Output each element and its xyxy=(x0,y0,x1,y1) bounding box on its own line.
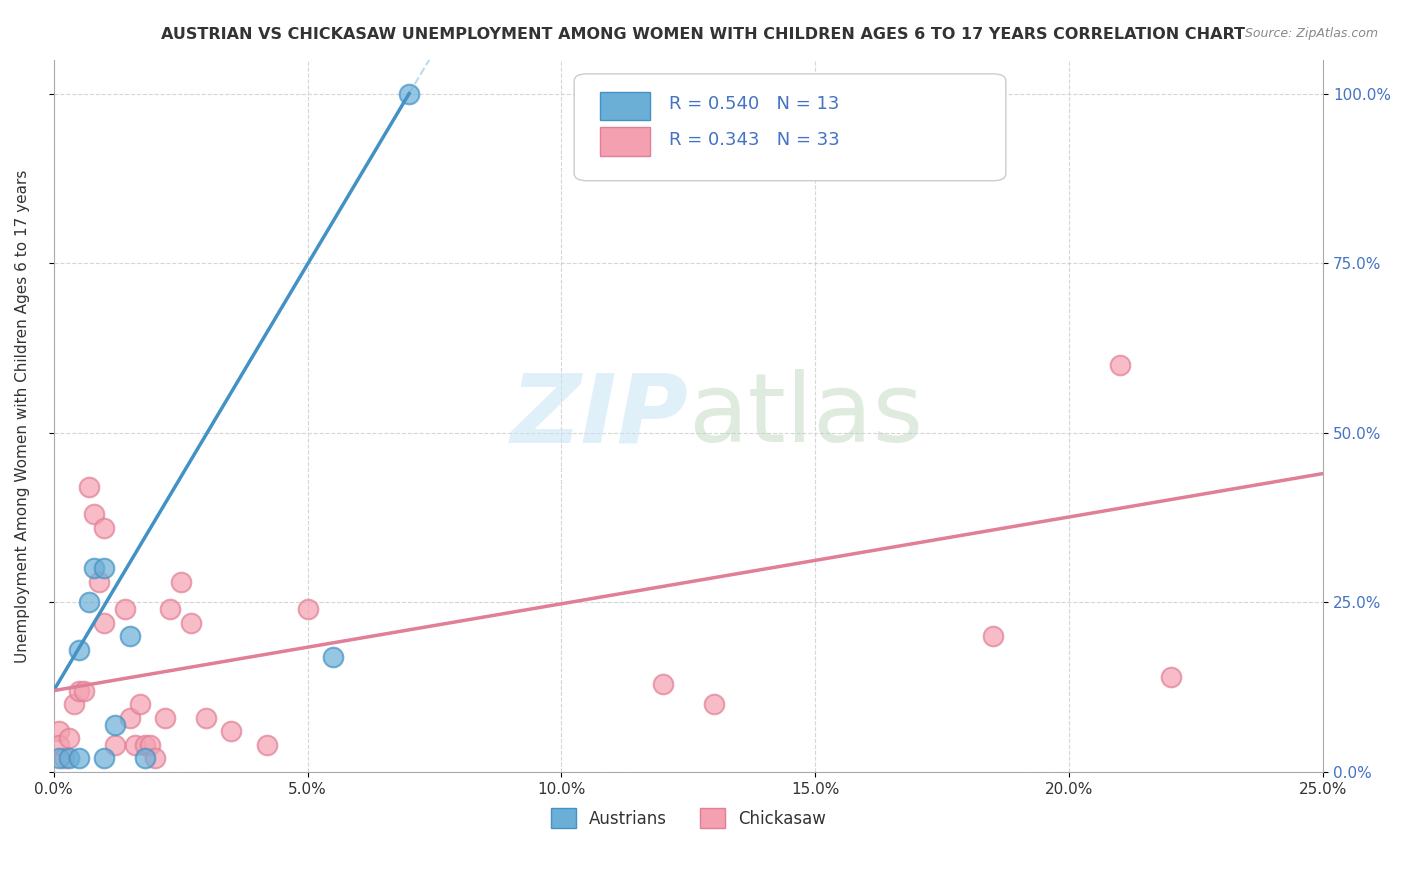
Point xyxy=(83,561,105,575)
Point xyxy=(77,480,100,494)
Text: atlas: atlas xyxy=(689,369,924,462)
Point xyxy=(180,615,202,630)
Point xyxy=(93,751,115,765)
Point xyxy=(67,683,90,698)
Point xyxy=(194,711,217,725)
Text: ZIP: ZIP xyxy=(510,369,689,462)
Bar xyxy=(599,128,651,156)
Point xyxy=(93,561,115,575)
Point xyxy=(221,724,243,739)
Point xyxy=(103,738,125,752)
Point xyxy=(83,507,105,521)
Point xyxy=(256,738,278,752)
Legend: Austrians, Chickasaw: Austrians, Chickasaw xyxy=(544,801,832,835)
Point xyxy=(169,575,191,590)
Point xyxy=(398,87,420,101)
Point xyxy=(134,738,156,752)
Text: R = 0.540   N = 13: R = 0.540 N = 13 xyxy=(669,95,839,113)
Point xyxy=(118,711,141,725)
Point xyxy=(118,629,141,643)
Point xyxy=(129,697,152,711)
Point xyxy=(52,751,75,765)
Point xyxy=(1109,358,1132,372)
Point xyxy=(155,711,177,725)
Point xyxy=(89,575,111,590)
Point xyxy=(48,724,70,739)
Point xyxy=(322,649,344,664)
Point xyxy=(143,751,166,765)
Text: R = 0.343   N = 33: R = 0.343 N = 33 xyxy=(669,131,841,149)
Point xyxy=(114,602,136,616)
Point xyxy=(159,602,181,616)
Point xyxy=(134,751,156,765)
Point xyxy=(48,751,70,765)
Point xyxy=(1160,670,1182,684)
Point xyxy=(67,751,90,765)
Point xyxy=(124,738,146,752)
Point xyxy=(58,731,80,745)
Point xyxy=(139,738,162,752)
Text: AUSTRIAN VS CHICKASAW UNEMPLOYMENT AMONG WOMEN WITH CHILDREN AGES 6 TO 17 YEARS : AUSTRIAN VS CHICKASAW UNEMPLOYMENT AMONG… xyxy=(162,27,1244,42)
Point xyxy=(103,717,125,731)
Point xyxy=(652,677,675,691)
Point xyxy=(48,738,70,752)
Point xyxy=(703,697,725,711)
Point xyxy=(58,751,80,765)
Point xyxy=(63,697,86,711)
Y-axis label: Unemployment Among Women with Children Ages 6 to 17 years: Unemployment Among Women with Children A… xyxy=(15,169,30,663)
Point xyxy=(93,521,115,535)
Bar xyxy=(599,92,651,120)
FancyBboxPatch shape xyxy=(574,74,1005,181)
Point xyxy=(77,595,100,609)
Point xyxy=(93,615,115,630)
Point xyxy=(981,629,1004,643)
Point xyxy=(67,643,90,657)
Point xyxy=(297,602,319,616)
Point xyxy=(73,683,96,698)
Text: Source: ZipAtlas.com: Source: ZipAtlas.com xyxy=(1244,27,1378,40)
